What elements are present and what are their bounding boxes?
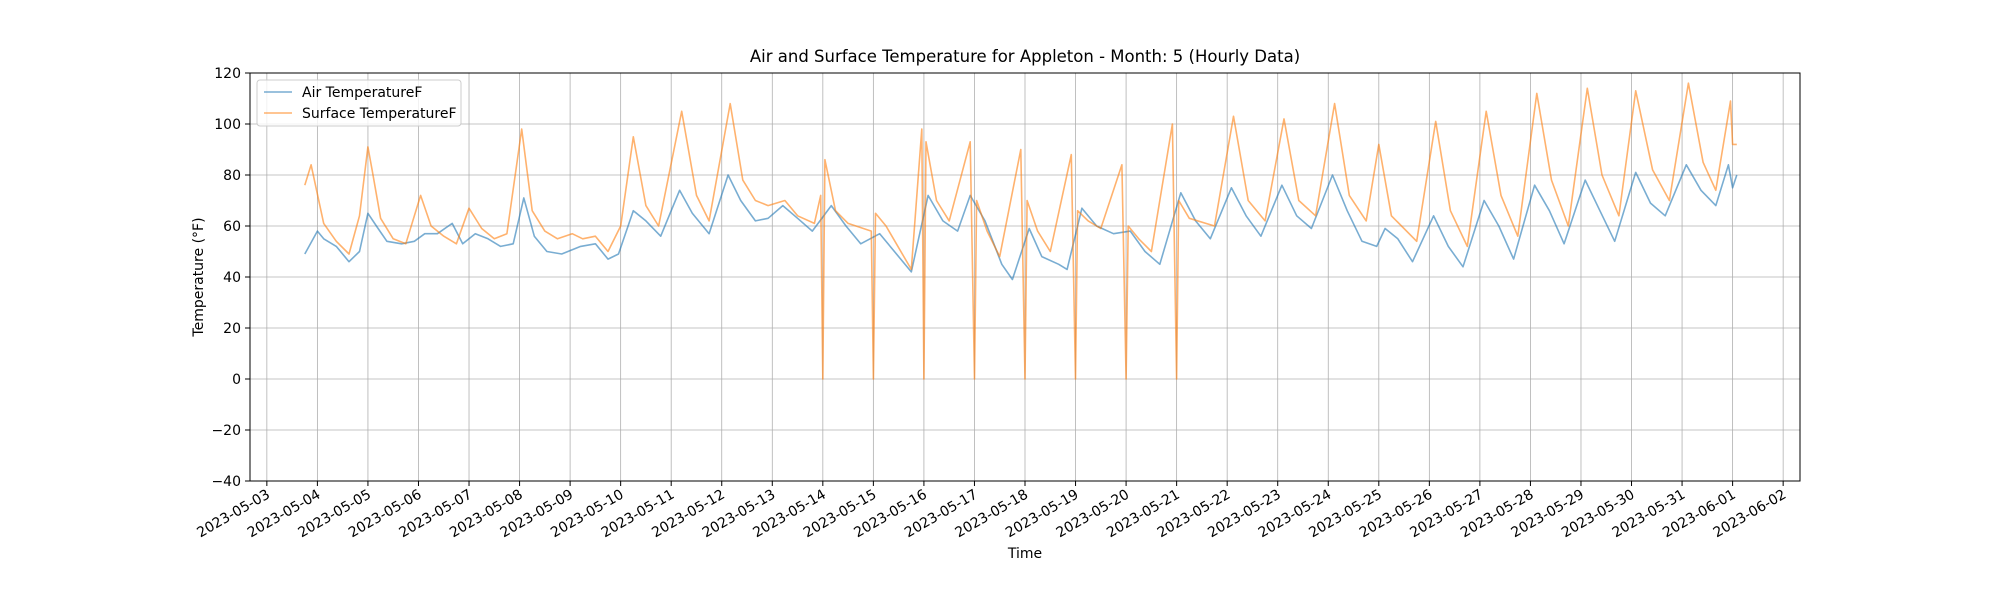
- legend: Air TemperatureF Surface TemperatureF: [256, 79, 462, 127]
- legend-box: [256, 79, 462, 127]
- y-tick-label: 0: [232, 372, 241, 388]
- legend-label-air: Air TemperatureF: [302, 85, 422, 101]
- series-line-air: [304, 164, 1738, 281]
- y-tick-label: 60: [223, 219, 241, 235]
- y-tick-label: 20: [223, 321, 241, 337]
- chart-title: Air and Surface Temperature for Appleton…: [750, 47, 1300, 66]
- y-tick-label: 80: [223, 168, 241, 184]
- x-axis-title: Time: [1007, 546, 1042, 562]
- y-tick-label: −20: [211, 423, 241, 439]
- series-lines: [304, 82, 1738, 380]
- y-tick-label: 40: [223, 270, 241, 286]
- y-axis: −40 −20 0 20 40 60 80 100 120: [211, 66, 250, 490]
- series-line-surface: [304, 82, 1737, 380]
- y-axis-title: Temperature (°F): [191, 217, 207, 337]
- legend-label-surface: Surface TemperatureF: [302, 106, 457, 122]
- y-tick-label: 100: [214, 117, 241, 133]
- y-tick-label: −40: [211, 474, 241, 490]
- y-tick-label: 120: [214, 66, 241, 82]
